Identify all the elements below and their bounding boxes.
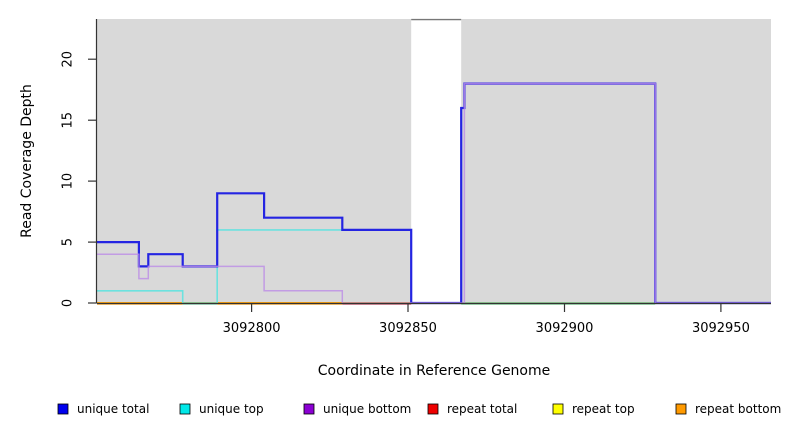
legend-swatch [552, 403, 564, 415]
legend-item-unique-top: unique top [179, 402, 264, 416]
legend-swatch [179, 403, 191, 415]
legend-label: unique bottom [323, 402, 411, 416]
plot-background-layer [97, 18, 771, 303]
legend: unique total unique top unique bottom repea… [57, 402, 781, 416]
legend-item-unique-total: unique total [57, 402, 149, 416]
coverage-gap-band [411, 19, 462, 303]
y-tick-label: 20 [61, 51, 76, 68]
x-axis-title: Coordinate in Reference Genome [318, 363, 551, 379]
legend-label: unique total [77, 402, 149, 416]
y-tick-label: 5 [61, 238, 76, 246]
x-tick-label: 3092900 [536, 321, 594, 336]
x-tick-label: 3092800 [223, 321, 281, 336]
series-line-unique-bottom [97, 82, 771, 304]
legend-item-repeat-total: repeat total [427, 402, 517, 416]
legend-label: repeat top [572, 402, 635, 416]
x-tick-label: 3092950 [692, 321, 750, 336]
y-tick-label: 10 [61, 173, 76, 190]
legend-item-repeat-top: repeat top [552, 402, 635, 416]
legend-swatch [427, 403, 439, 415]
legend-item-unique-bottom: unique bottom [303, 402, 411, 416]
legend-swatch [303, 403, 315, 415]
y-tick-label: 15 [61, 112, 76, 129]
legend-label: repeat total [447, 402, 517, 416]
legend-label: unique top [199, 402, 264, 416]
legend-label: repeat bottom [695, 402, 781, 416]
y-tick-label: 0 [61, 299, 76, 307]
axes-layer: 3092800 3092850 3092900 3092950 0 5 10 15 20 [61, 19, 771, 336]
x-tick-label: 3092850 [379, 321, 437, 336]
legend-item-repeat-bottom: repeat bottom [675, 402, 781, 416]
y-axis-title: Read Coverage Depth [19, 84, 35, 238]
legend-swatch [57, 403, 69, 415]
legend-swatch [675, 403, 687, 415]
